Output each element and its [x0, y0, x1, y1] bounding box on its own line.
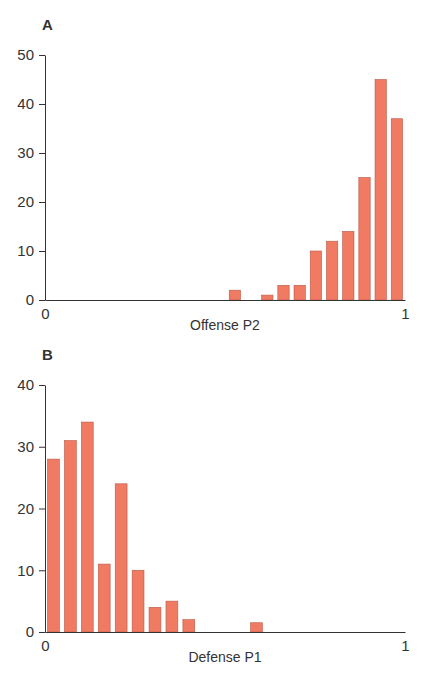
x-tick: 1	[401, 632, 409, 654]
histogram-bar	[48, 459, 60, 632]
panel: B 0 10 20 30 40 0 1 Defense P1	[17, 346, 409, 665]
histogram-bar	[149, 607, 161, 632]
y-tick-mark	[39, 55, 45, 56]
y-tick-label: 20	[17, 193, 34, 210]
y-tick-label: 30	[17, 144, 34, 161]
histogram-bar	[310, 251, 321, 300]
bars	[229, 80, 402, 301]
panel-title: B	[42, 346, 53, 363]
y-tick-label: 0	[26, 623, 34, 640]
histogram-bar	[278, 285, 289, 300]
y-tick: 30	[17, 144, 45, 161]
y-tick-mark	[39, 570, 45, 571]
y-axis: 0 10 20 30 40 50	[17, 46, 45, 308]
histogram-bar	[359, 178, 370, 301]
y-tick: 40	[17, 376, 45, 393]
x-axis-line	[46, 632, 406, 633]
y-tick: 10	[17, 562, 45, 579]
panel: A 0 10 20 30 40 50 0 1 Offense P2	[17, 16, 409, 333]
y-tick-label: 50	[17, 46, 34, 63]
y-tick-mark	[39, 447, 45, 448]
y-tick: 30	[17, 438, 45, 455]
y-tick: 20	[17, 500, 45, 517]
panel-title: A	[42, 16, 53, 33]
histogram-bar	[234, 632, 246, 633]
y-tick-label: 30	[17, 438, 34, 455]
histogram-bar	[262, 295, 273, 300]
y-tick-mark	[39, 632, 45, 633]
x-axis-title: Offense P2	[190, 317, 260, 333]
y-tick: 50	[17, 46, 45, 63]
histogram-bar	[64, 441, 76, 632]
histogram-bar	[251, 623, 263, 632]
histogram-bar	[375, 80, 386, 301]
y-tick: 20	[17, 193, 45, 210]
y-tick: 10	[17, 242, 45, 259]
y-tick-mark	[39, 251, 45, 252]
y-tick-mark	[39, 509, 45, 510]
y-tick-mark	[39, 385, 45, 386]
y-tick-mark	[39, 202, 45, 203]
y-tick-mark	[39, 153, 45, 154]
bars	[48, 422, 263, 632]
x-tick: 1	[401, 300, 409, 322]
histogram-bar	[245, 300, 256, 301]
x-tick-label: 0	[41, 305, 49, 322]
x-tick-label: 1	[401, 637, 409, 654]
x-tick: 0	[41, 632, 49, 654]
histogram-bar	[132, 570, 144, 632]
histogram-bar	[391, 119, 402, 300]
y-tick-mark	[39, 104, 45, 105]
x-tick: 0	[41, 300, 49, 322]
y-tick-label: 20	[17, 500, 34, 517]
y-tick-label: 10	[17, 242, 34, 259]
y-tick-label: 40	[17, 376, 34, 393]
histogram-bar	[166, 601, 178, 632]
y-tick-label: 10	[17, 562, 34, 579]
histogram-bar	[229, 290, 240, 300]
y-axis-line	[45, 56, 46, 301]
histogram-bar	[115, 484, 127, 632]
histogram-bar	[326, 241, 337, 300]
chart-root: A 0 10 20 30 40 50 0 1 Offense P2 B 0 10 20 30 40 0 1 Defe…	[0, 0, 429, 692]
x-tick-label: 0	[41, 637, 49, 654]
y-tick: 40	[17, 95, 45, 112]
histogram-bar	[98, 564, 110, 632]
y-tick-label: 0	[26, 291, 34, 308]
x-tick-label: 1	[401, 305, 409, 322]
y-tick-label: 40	[17, 95, 34, 112]
y-axis: 0 10 20 30 40	[17, 376, 45, 640]
y-axis-line	[45, 386, 46, 633]
histogram-bar	[294, 285, 305, 300]
y-tick-mark	[39, 300, 45, 301]
histogram-bar	[343, 231, 354, 300]
histogram-bar	[200, 632, 212, 633]
histogram-bar	[183, 620, 195, 632]
histogram-bar	[217, 632, 229, 633]
x-axis-line	[46, 300, 406, 301]
x-axis-title: Defense P1	[188, 649, 261, 665]
histogram-bar	[81, 422, 93, 632]
